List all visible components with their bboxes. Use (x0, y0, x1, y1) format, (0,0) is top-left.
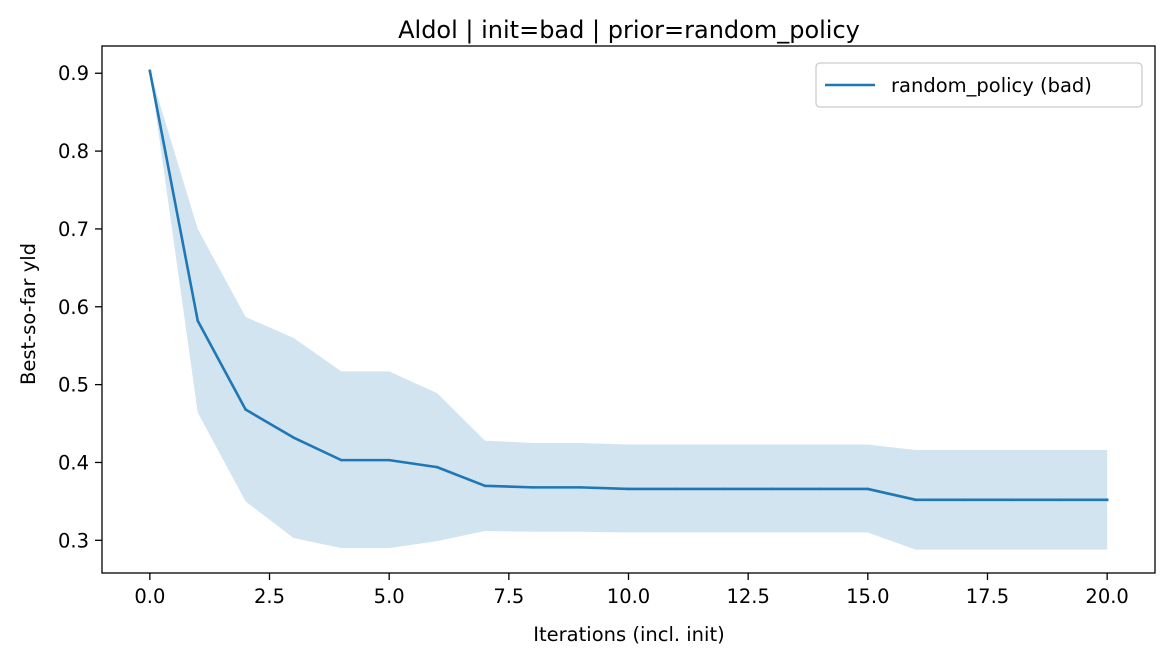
data-point (340, 458, 343, 462)
y-tick-label: 0.7 (58, 218, 89, 241)
x-tick-label: 2.5 (254, 585, 285, 608)
y-axis-label: Best-so-far yld (17, 243, 40, 385)
data-point (292, 436, 295, 439)
y-tick-label: 0.5 (58, 374, 89, 397)
series-line-layer (148, 69, 1109, 502)
x-tick-label: 17.5 (966, 585, 1009, 608)
data-point (1010, 498, 1013, 502)
data-point (244, 408, 247, 411)
data-point (387, 458, 391, 462)
data-point (531, 486, 535, 489)
y-tick-label: 0.4 (58, 451, 89, 474)
x-axis: 0.0 2.5 5.0 7.5 10.0 12.5 15.0 17.5 20.0 (134, 573, 1129, 608)
data-point (196, 319, 200, 323)
x-tick-label: 20.0 (1085, 585, 1128, 608)
y-tick-label: 0.9 (58, 62, 89, 85)
y-axis: 0.3 0.4 0.5 0.6 0.7 0.8 0.9 (58, 62, 102, 552)
x-tick-label: 0.0 (134, 585, 165, 608)
data-point (483, 484, 487, 488)
chart-title: Aldol | init=bad | prior=random_policy (398, 16, 860, 44)
confidence-band-layer (149, 70, 1108, 550)
data-point (1057, 498, 1061, 502)
data-point (148, 69, 152, 73)
y-tick-label: 0.8 (58, 140, 89, 163)
data-point (435, 465, 439, 469)
data-point (818, 487, 822, 491)
data-point (579, 486, 582, 489)
y-tick-label: 0.3 (58, 529, 89, 552)
confidence-band (149, 70, 1108, 550)
data-point (1105, 498, 1109, 502)
x-tick-label: 15.0 (846, 585, 889, 608)
x-tick-label: 7.5 (493, 585, 524, 608)
legend-label: random_policy (bad) (891, 74, 1092, 97)
data-point (770, 487, 774, 491)
y-tick-label: 0.6 (58, 296, 89, 319)
data-point (866, 487, 870, 491)
data-point (962, 498, 965, 502)
x-tick-label: 12.5 (726, 585, 769, 608)
x-axis-label: Iterations (incl. init) (533, 623, 724, 646)
x-tick-label: 10.0 (607, 585, 650, 608)
data-point (627, 487, 630, 491)
data-point (914, 498, 917, 502)
legend-frame (815, 62, 1143, 108)
legend: random_policy (bad) (815, 62, 1143, 108)
data-point (675, 487, 678, 491)
data-point (722, 487, 726, 491)
x-tick-label: 5.0 (374, 585, 405, 608)
